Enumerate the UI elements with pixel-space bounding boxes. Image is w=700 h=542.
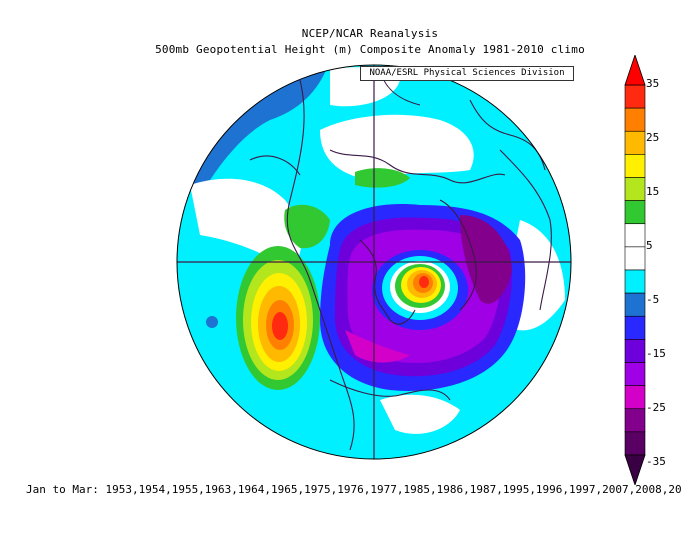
colorbar-label-5: 5	[646, 239, 653, 252]
colorbar-cell	[624, 339, 646, 363]
coastlines	[249, 69, 552, 451]
colorbar-cell	[624, 130, 646, 155]
map-boundary	[176, 64, 572, 460]
colorbar-cells	[624, 84, 646, 456]
small-patch-se	[545, 395, 565, 415]
footer-years: Jan to Mar: 1953,1954,1955,1963,1964,196…	[26, 483, 682, 496]
colorbar-cell	[624, 269, 646, 294]
credit-label: NOAA/ESRL Physical Sciences Division	[360, 66, 574, 81]
colorbar-label-neg5: -5	[646, 293, 660, 306]
colorbar-cell	[624, 84, 646, 109]
colorbar-label-35: 35	[646, 77, 660, 90]
colorbar-cell	[624, 200, 646, 225]
green-patch-top	[355, 168, 410, 188]
colorbar-label-neg25: -25	[646, 401, 666, 414]
colorbar-cell	[624, 362, 646, 386]
colorbar-cell	[624, 292, 646, 317]
green-patch-nw	[284, 204, 330, 249]
colorbar-cell	[624, 408, 646, 433]
colorbar-cell	[624, 315, 646, 340]
white-zone-pole	[320, 114, 474, 180]
colorbar-cell	[624, 107, 646, 132]
colorbar-cell	[624, 246, 646, 271]
map-title: NCEP/NCAR Reanalysis	[301, 27, 439, 40]
colorbar-cell	[624, 385, 646, 410]
colorbar-cell	[624, 154, 646, 178]
trough-core-e	[460, 215, 512, 304]
colorbar-label-25: 25	[646, 131, 660, 144]
colorbar	[624, 55, 646, 485]
colorbar-bottom-arrow	[624, 454, 646, 485]
colorbar-label-neg15: -15	[646, 347, 666, 360]
anomaly-field	[177, 65, 571, 459]
ridge-greenland-30	[419, 276, 429, 288]
small-patch-w	[206, 316, 218, 328]
white-zone-s	[380, 394, 460, 434]
colorbar-cell	[624, 177, 646, 201]
colorbar-label-15: 15	[646, 185, 660, 198]
colorbar-label-neg35: -35	[646, 455, 666, 468]
ridge-west-30	[272, 312, 288, 340]
trough-core-s	[345, 330, 410, 363]
colorbar-cell	[624, 223, 646, 248]
colorbar-cell	[624, 431, 646, 456]
colorbar-top-arrow	[624, 55, 646, 86]
map-subtitle: 500mb Geopotential Height (m) Composite …	[155, 43, 585, 56]
